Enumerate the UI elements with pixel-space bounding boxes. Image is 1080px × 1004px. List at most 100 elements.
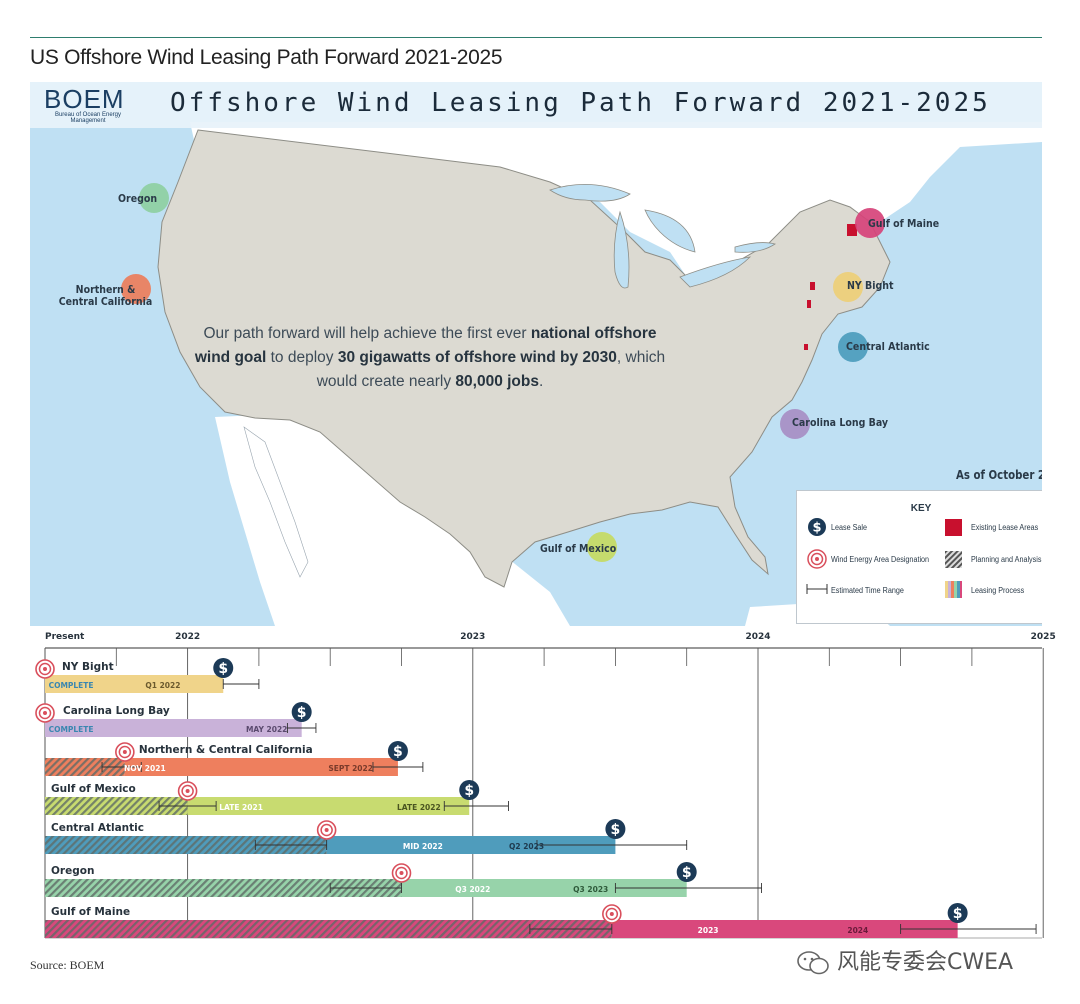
axis-label-present: Present — [45, 632, 85, 642]
axis-label-y2023: 2023 — [460, 632, 485, 642]
wechat-icon — [797, 951, 829, 975]
row-tag: 2023 — [698, 926, 719, 935]
region-marker — [139, 183, 169, 213]
source-note: Source: BOEM — [30, 958, 105, 972]
planning-bar — [45, 797, 188, 815]
region-label: Carolina Long Bay — [792, 417, 889, 429]
row-tag: Q3 2022 — [455, 885, 490, 894]
as-of-date: As of October 2021 — [956, 468, 1042, 482]
lease-sale-icon — [459, 780, 480, 800]
wea-target-dot — [43, 667, 47, 671]
lease-area-nj — [807, 300, 811, 308]
row-label: Northern & Central California — [139, 744, 313, 756]
region-label: Gulf of Mexico — [540, 543, 617, 555]
region-label: Gulf of Maine — [868, 218, 940, 230]
region-label: NY Bight — [847, 280, 894, 292]
watermark: 风能专委会CWEA — [796, 944, 1013, 976]
planning-bar — [45, 879, 402, 897]
region-marker — [833, 272, 863, 302]
mexico-land — [215, 412, 570, 626]
leasing-bar — [45, 675, 224, 693]
wea-target-ring — [395, 866, 408, 880]
wea-target-dot — [43, 711, 47, 715]
lake-erie — [679, 256, 752, 288]
infographic: BOEM Bureau of Ocean Energy Management O… — [30, 82, 1042, 626]
watermark-text: 风能专委会CWEA — [837, 950, 1014, 975]
leasing-bar — [326, 836, 616, 854]
lake-huron — [644, 209, 696, 253]
key-title: KEY — [910, 503, 932, 514]
region-marker — [780, 409, 810, 439]
lake-ontario — [734, 242, 776, 253]
wea-target-dot — [324, 828, 329, 832]
leasing-bar — [45, 719, 302, 737]
row-label: Gulf of Maine — [51, 906, 130, 918]
row-label: Carolina Long Bay — [63, 705, 170, 717]
row-tag: MID 2022 — [403, 842, 443, 851]
top-rule — [30, 37, 1042, 38]
planning-analysis-icon — [945, 551, 962, 568]
row-tag: SEPT 2022 — [328, 764, 373, 773]
row-label: Gulf of Mexico — [51, 783, 136, 795]
row-tag: 2024 — [847, 926, 868, 935]
leasing-process-icon — [945, 581, 962, 598]
region-marker — [838, 332, 868, 362]
statement-bold-2: 30 gigawatts of offshore wind by 2030 — [337, 349, 617, 366]
statement-text-4: . — [538, 373, 544, 390]
map-key: KEY $ Lease Sale Wind Energy Area Design… — [796, 490, 1042, 624]
boem-logo: BOEM — [44, 84, 125, 114]
key-existing-lease: Existing Lease Areas — [971, 523, 1039, 532]
axis-label-y2022: 2022 — [175, 632, 200, 642]
wea-target-ring — [320, 823, 333, 837]
statement-text-3: , which would create nearly — [316, 349, 666, 390]
region-label: Oregon — [118, 193, 158, 205]
timeline-chart: Present 2022 2023 2024 2025 NY Bight COMPLETE Q… — [35, 632, 1056, 939]
row-tag: COMPLETE — [49, 725, 94, 734]
statement-text-2: to deploy — [266, 349, 338, 366]
row-label: Oregon — [51, 865, 94, 877]
key-planning-analysis: Planning and Analysis — [971, 555, 1042, 564]
row-tag: LATE 2021 — [219, 803, 263, 812]
dollar-glyph: $ — [682, 865, 692, 881]
key-lease-sale: Lease Sale — [831, 523, 868, 532]
region-marker — [587, 532, 617, 562]
statement-bold-1: national offshore wind goal — [194, 325, 657, 366]
boem-logo-subtitle: Bureau of Ocean Energy Management — [54, 112, 122, 124]
key-time-range: Estimated Time Range — [831, 586, 904, 595]
existing-lease-areas — [804, 224, 857, 350]
region-marker — [121, 274, 151, 304]
leasing-bar — [124, 758, 398, 776]
row-label: Central Atlantic — [51, 822, 144, 834]
dollar-glyph: $ — [611, 822, 621, 838]
page-title: US Offshore Wind Leasing Path Forward 20… — [30, 46, 503, 69]
wea-target-ring — [118, 745, 132, 759]
statement-bold-3: 80,000 jobs — [455, 373, 539, 390]
dollar-glyph: $ — [297, 705, 307, 721]
dollar-glyph: $ — [393, 744, 403, 760]
row-tag: NOV 2021 — [124, 764, 166, 773]
wea-target-dot — [609, 912, 614, 916]
region-label: Central Atlantic — [846, 341, 930, 353]
axis-label-y2025: 2025 — [1031, 632, 1056, 642]
key-wea-designation: Wind Energy Area Designation — [831, 555, 930, 564]
lease-sale-icon: $ — [808, 518, 826, 536]
statement-text-1: Our path forward will help achieve the f… — [203, 325, 531, 342]
lease-area-va — [804, 344, 808, 350]
wea-target-dot — [185, 789, 190, 793]
region-marker — [855, 208, 885, 238]
dollar-glyph: $ — [218, 661, 228, 677]
planning-bar — [45, 758, 125, 776]
baja-peninsula — [243, 426, 309, 578]
banner: BOEM Bureau of Ocean Energy Management O… — [30, 82, 1042, 128]
wea-target-ring — [38, 706, 52, 720]
dollar-glyph: $ — [953, 906, 963, 922]
us-map — [30, 82, 1042, 626]
svg-text:$: $ — [812, 521, 821, 536]
row-tag: LATE 2022 — [397, 803, 441, 812]
lease-sale-icon — [676, 862, 697, 882]
leasing-bar — [187, 797, 470, 815]
row-tag: Q2 2023 — [509, 842, 544, 851]
lease-area-ma — [847, 224, 857, 236]
row-tag: COMPLETE — [49, 681, 94, 690]
lease-sale-icon — [291, 702, 312, 722]
